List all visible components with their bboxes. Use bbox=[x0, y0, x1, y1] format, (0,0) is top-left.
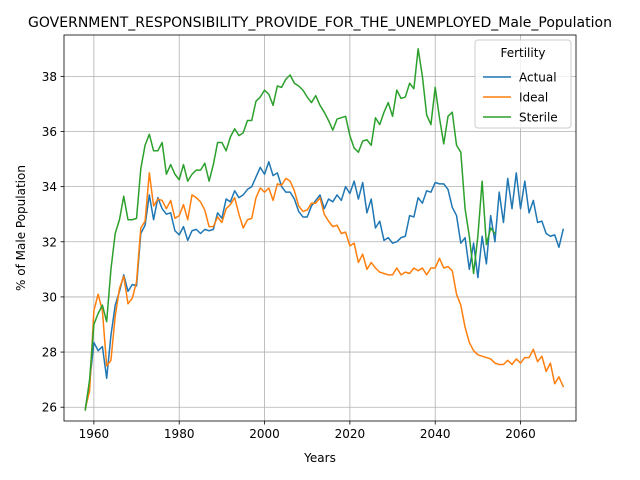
x-tick-label: 1980 bbox=[164, 427, 195, 441]
x-tick-label: 2000 bbox=[249, 427, 280, 441]
legend-label-ideal: Ideal bbox=[519, 91, 548, 105]
y-axis-label: % of Male Population bbox=[14, 165, 28, 291]
legend-title: Fertility bbox=[500, 46, 545, 60]
x-axis-label: Years bbox=[303, 451, 336, 465]
legend-entries: Actual Ideal Sterile bbox=[483, 71, 558, 125]
series-line-sterile bbox=[84, 48, 496, 411]
y-tick-label: 28 bbox=[42, 346, 57, 360]
x-tick-label: 2020 bbox=[335, 427, 366, 441]
x-tick-label: 1960 bbox=[79, 427, 110, 441]
legend: Fertility Actual Ideal Sterile bbox=[474, 39, 572, 129]
series-line-actual bbox=[84, 161, 565, 410]
plot-frame bbox=[63, 34, 577, 422]
series-lines bbox=[84, 48, 565, 411]
legend-label-sterile: Sterile bbox=[519, 111, 558, 125]
axis-ticks: 1960 1980 2000 2020 2040 2060 26 28 30 32 34 36 38 bbox=[42, 70, 536, 441]
legend-box bbox=[474, 39, 572, 129]
series-line-ideal bbox=[84, 172, 565, 410]
y-tick-label: 30 bbox=[42, 290, 57, 304]
y-tick-label: 36 bbox=[42, 125, 57, 139]
y-tick-label: 34 bbox=[42, 180, 57, 194]
grid bbox=[64, 35, 576, 421]
y-tick-label: 32 bbox=[42, 235, 57, 249]
x-tick-label: 2040 bbox=[420, 427, 451, 441]
y-tick-label: 26 bbox=[42, 401, 57, 415]
legend-label-actual: Actual bbox=[519, 71, 557, 85]
y-tick-label: 38 bbox=[42, 70, 57, 84]
x-tick-label: 2060 bbox=[505, 427, 536, 441]
chart-title: GOVERNMENT_RESPONSIBILITY_PROVIDE_FOR_TH… bbox=[28, 15, 612, 31]
